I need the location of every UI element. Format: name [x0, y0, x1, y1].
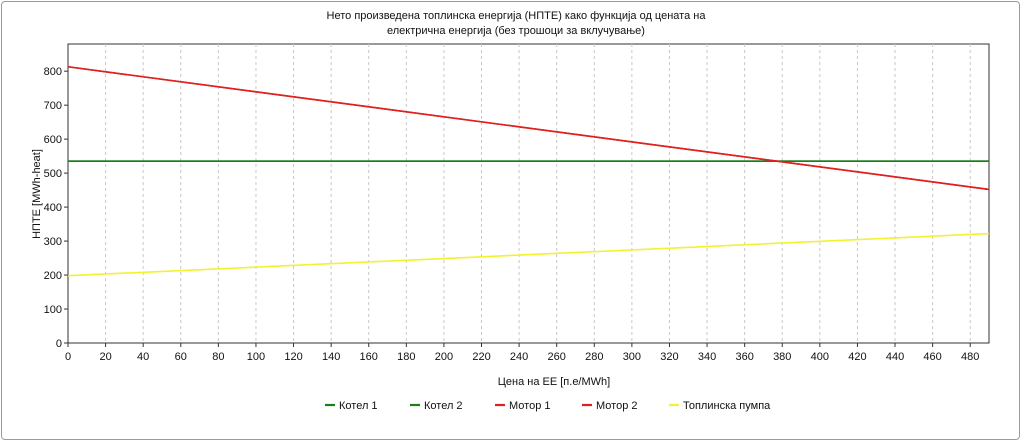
legend-label: Топлинска пумпа: [683, 400, 771, 412]
x-tick-label: 320: [660, 351, 678, 363]
x-tick-label: 40: [137, 351, 149, 363]
x-tick-label: 280: [585, 351, 603, 363]
y-tick-label: 0: [56, 338, 62, 350]
legend-label: Мотор 1: [509, 400, 551, 412]
x-tick-label: 60: [175, 351, 187, 363]
y-tick-label: 100: [44, 304, 62, 316]
x-tick-label: 160: [360, 351, 378, 363]
x-tick-label: 360: [735, 351, 753, 363]
legend-label: Мотор 2: [596, 400, 638, 412]
x-tick-label: 300: [623, 351, 641, 363]
chart-subtitle: електрична енергија (без трошоци за вклу…: [387, 25, 645, 37]
series-lines: [67, 65, 990, 277]
y-tick-label: 800: [44, 66, 62, 78]
x-tick-label: 20: [99, 351, 111, 363]
legend-label: Котел 1: [339, 400, 378, 412]
y-axis-label: НПТЕ [MWh-heat]: [31, 149, 43, 239]
y-tick-label: 500: [44, 168, 62, 180]
y-tick-label: 700: [44, 100, 62, 112]
x-tick-label: 260: [548, 351, 566, 363]
chart-title: Нето произведена топлинска енергија (НПТ…: [327, 10, 707, 22]
x-tick-label: 140: [322, 351, 340, 363]
y-tick-label: 600: [44, 134, 62, 146]
legend: Котел 1 Котел 2 Мотор 1 Мотор 2 Топлинска пу…: [325, 400, 771, 412]
grid-lines: [105, 44, 971, 343]
plot-area: [67, 43, 990, 344]
x-tick-label: 80: [212, 351, 224, 363]
x-axis-ticks: 0 20 40 60 80 100 120 140 160 180 200 220 240 260 280 3…: [65, 343, 979, 363]
x-tick-label: 340: [698, 351, 716, 363]
x-tick-label: 220: [472, 351, 490, 363]
x-tick-label: 0: [65, 351, 71, 363]
x-tick-label: 240: [510, 351, 528, 363]
legend-label: Котел 2: [424, 400, 463, 412]
y-tick-label: 400: [44, 202, 62, 214]
x-axis-label: Цена на ЕЕ [п.е/MWh]: [498, 376, 610, 388]
x-tick-label: 460: [923, 351, 941, 363]
x-tick-label: 440: [886, 351, 904, 363]
x-tick-label: 200: [435, 351, 453, 363]
x-tick-label: 480: [961, 351, 979, 363]
x-tick-label: 180: [397, 351, 415, 363]
y-axis-ticks: 0 100 200 300 400 500 600 700 800: [44, 66, 68, 350]
series-line-5: [67, 232, 990, 277]
x-tick-label: 120: [284, 351, 302, 363]
x-tick-label: 100: [247, 351, 265, 363]
series-line-4: [67, 65, 990, 191]
y-tick-label: 200: [44, 270, 62, 282]
x-tick-label: 420: [848, 351, 866, 363]
y-tick-label: 300: [44, 236, 62, 248]
x-tick-label: 380: [773, 351, 791, 363]
x-tick-label: 400: [811, 351, 829, 363]
